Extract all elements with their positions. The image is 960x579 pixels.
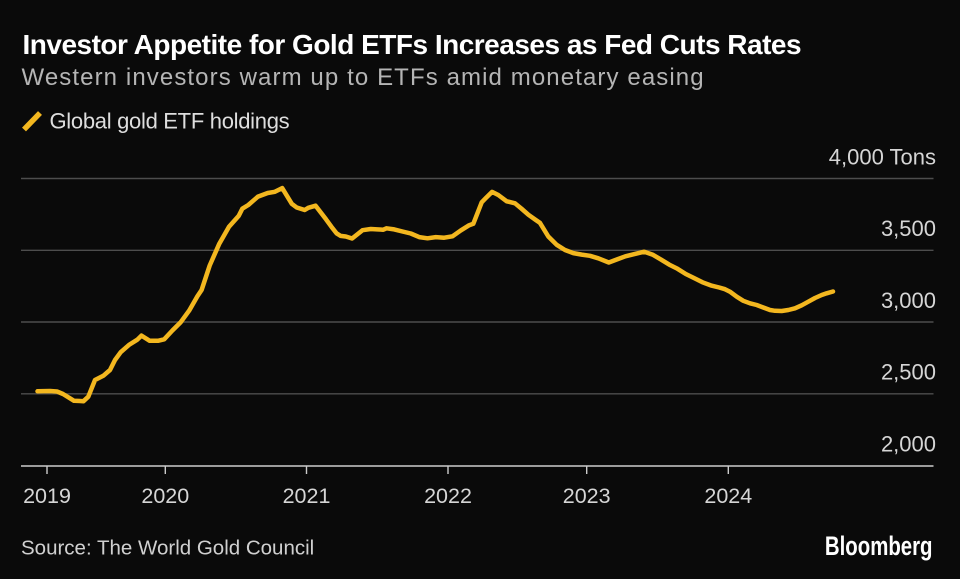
svg-text:Western investors warm up to E: Western investors warm up to ETFs amid m… xyxy=(22,64,705,91)
svg-text:2,500: 2,500 xyxy=(881,360,936,385)
svg-text:2019: 2019 xyxy=(23,484,71,508)
svg-text:2020: 2020 xyxy=(141,484,189,508)
svg-text:3,000: 3,000 xyxy=(881,288,936,313)
svg-text:2022: 2022 xyxy=(424,484,472,508)
svg-text:Investor Appetite for Gold ETF: Investor Appetite for Gold ETFs Increase… xyxy=(23,29,802,60)
svg-text:Bloomberg: Bloomberg xyxy=(825,533,933,562)
svg-text:2,000: 2,000 xyxy=(881,431,936,456)
svg-text:Global gold ETF holdings: Global gold ETF holdings xyxy=(50,109,290,134)
svg-text:2021: 2021 xyxy=(283,484,331,508)
svg-text:Source: The World Gold Council: Source: The World Gold Council xyxy=(21,537,314,560)
svg-text:4,000 Tons: 4,000 Tons xyxy=(829,144,936,169)
svg-text:2024: 2024 xyxy=(704,484,752,508)
svg-text:3,500: 3,500 xyxy=(881,216,936,241)
svg-text:2023: 2023 xyxy=(563,484,611,508)
